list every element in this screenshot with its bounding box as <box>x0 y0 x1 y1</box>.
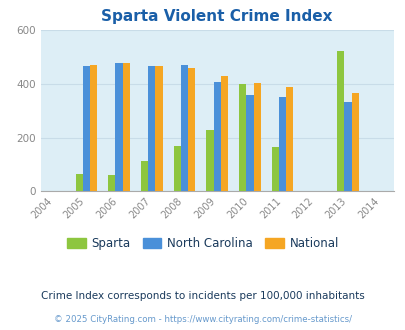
Bar <box>337 51 343 191</box>
Bar <box>220 76 228 191</box>
Bar <box>75 175 83 191</box>
Bar <box>271 147 278 191</box>
Bar <box>141 161 148 191</box>
Bar <box>122 63 130 191</box>
Bar <box>253 82 260 191</box>
Bar <box>108 175 115 191</box>
Bar <box>181 65 188 191</box>
Text: © 2025 CityRating.com - https://www.cityrating.com/crime-statistics/: © 2025 CityRating.com - https://www.city… <box>54 315 351 324</box>
Text: Crime Index corresponds to incidents per 100,000 inhabitants: Crime Index corresponds to incidents per… <box>41 291 364 301</box>
Bar <box>351 93 358 191</box>
Title: Sparta Violent Crime Index: Sparta Violent Crime Index <box>101 9 332 24</box>
Bar <box>246 95 253 191</box>
Bar <box>115 63 122 191</box>
Bar <box>173 146 181 191</box>
Bar <box>343 102 351 191</box>
Bar <box>83 66 90 191</box>
Legend: Sparta, North Carolina, National: Sparta, North Carolina, National <box>62 232 343 255</box>
Bar <box>213 82 220 191</box>
Bar <box>278 97 286 191</box>
Bar <box>188 68 195 191</box>
Bar <box>239 83 246 191</box>
Bar <box>206 130 213 191</box>
Bar <box>286 87 293 191</box>
Bar <box>90 65 97 191</box>
Bar <box>155 66 162 191</box>
Bar <box>148 66 155 191</box>
